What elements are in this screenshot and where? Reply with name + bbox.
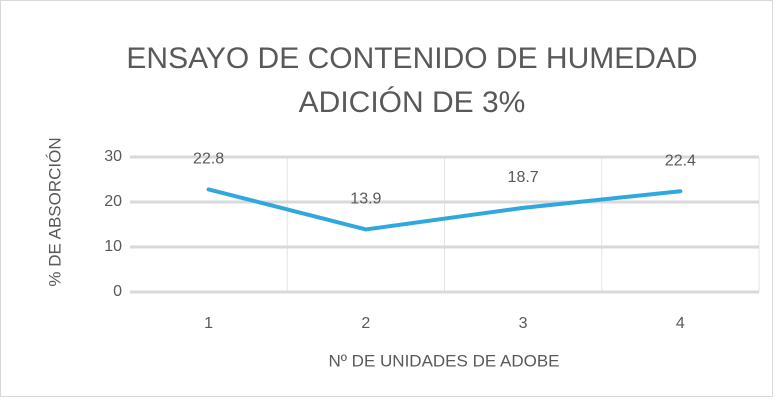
y-tick-label: 0 [113, 283, 122, 300]
data-label: 18.7 [508, 169, 539, 186]
chart-title: ENSAYO DE CONTENIDO DE HUMEDAD [126, 42, 697, 75]
x-tick-label: 3 [519, 315, 528, 332]
data-label: 13.9 [350, 191, 381, 208]
y-axis-title: % DE ABSORCIÓN [45, 137, 64, 286]
chart-title: ADICIÓN DE 3% [299, 86, 526, 119]
x-tick-label: 1 [204, 315, 213, 332]
x-axis-title: Nº DE UNIDADES DE ADOBE [328, 351, 559, 370]
x-tick-label: 2 [361, 315, 370, 332]
y-tick-label: 20 [104, 193, 122, 210]
y-tick-label: 10 [104, 238, 122, 255]
data-label: 22.8 [193, 151, 224, 168]
y-tick-label: 30 [104, 148, 122, 165]
data-label: 22.4 [665, 152, 696, 169]
data-line [206, 187, 683, 232]
x-tick-label: 4 [676, 315, 685, 332]
